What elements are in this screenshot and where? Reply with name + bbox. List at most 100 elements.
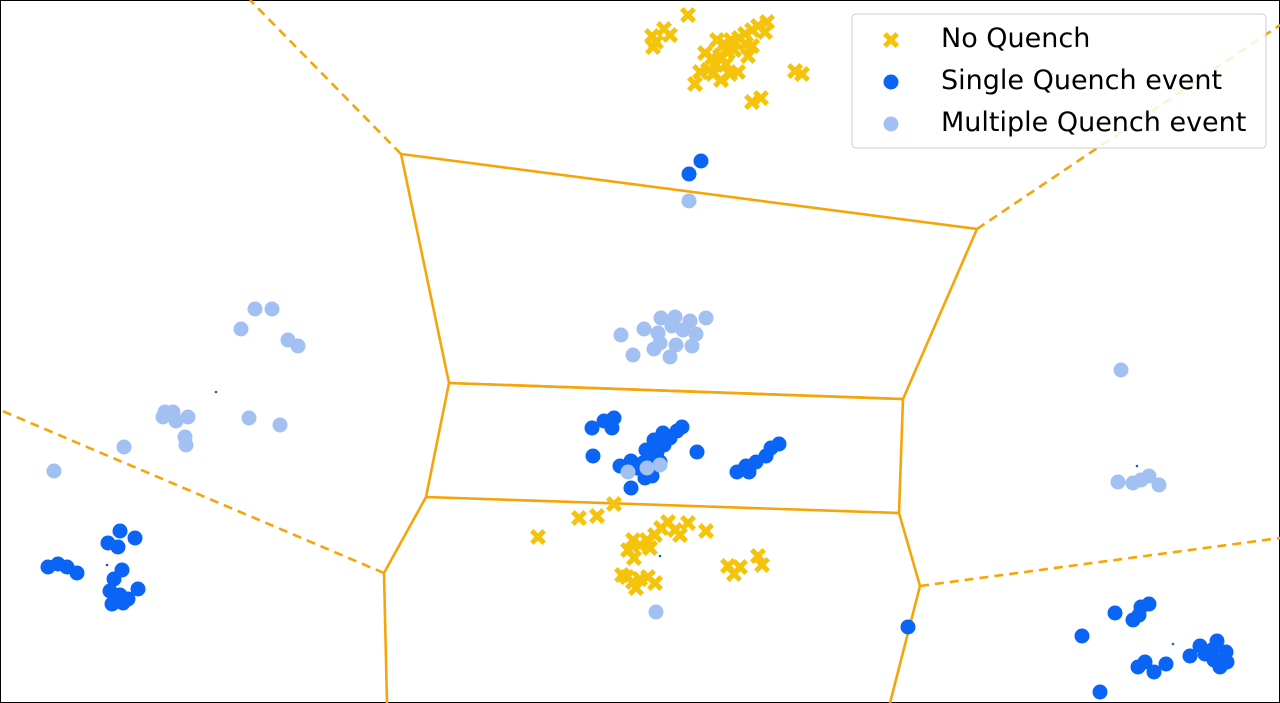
no-quench-point [606, 496, 622, 512]
no-quench-point [705, 66, 721, 82]
legend-box [851, 13, 1267, 149]
single-quench-point [1130, 659, 1146, 675]
no-quench-point [662, 27, 678, 43]
single-quench-point [127, 530, 143, 546]
single-quench-point [681, 166, 697, 182]
single-quench-point [584, 420, 600, 436]
centroid-marker [1135, 464, 1139, 468]
multiple-quench-point [1110, 474, 1126, 490]
multiple-quench-point [168, 413, 184, 429]
centroid-marker [105, 563, 109, 567]
single-quench-point [638, 442, 654, 458]
no-quench-point [680, 515, 696, 531]
legend-circle-marker [883, 74, 899, 90]
single-quench-point [1182, 648, 1198, 664]
multiple-quench-point [264, 301, 280, 317]
single-quench-point [689, 444, 705, 460]
multiple-quench-point [272, 417, 288, 433]
no-quench-point [530, 529, 546, 545]
no-quench-point [740, 48, 756, 64]
multiple-quench-point [233, 321, 249, 337]
no-quench-point [718, 56, 734, 72]
multiple-quench-point [639, 460, 655, 476]
single-quench-point [693, 153, 709, 169]
no-quench-point [571, 510, 587, 526]
no-quench-point [628, 580, 644, 596]
legend-marker-no-quench [883, 32, 899, 48]
multiple-quench-point [688, 326, 704, 342]
no-quench-point [642, 540, 658, 556]
multiple-quench-point [1113, 362, 1129, 378]
no-quench-point [744, 94, 760, 110]
legend-marker-single-quench [883, 74, 899, 90]
single-quench-point [1125, 612, 1141, 628]
single-quench-point [1212, 659, 1228, 675]
single-quench-point [1092, 684, 1108, 700]
multiple-quench-point [684, 338, 700, 354]
ray-top-left [249, 0, 402, 155]
legend: No Quench Single Quench event Multiple Q… [851, 13, 1267, 149]
multiple-quench-point [652, 457, 668, 473]
centroid-marker [214, 390, 218, 394]
legend-circle-marker [883, 116, 899, 132]
multiple-quench-point [613, 327, 629, 343]
single-quench-point [623, 480, 639, 496]
single-quench-point [900, 619, 916, 635]
no-quench-point [687, 76, 703, 92]
legend-label-no-quench: No Quench [941, 23, 1090, 54]
multiple-quench-point [46, 463, 62, 479]
no-quench-point [754, 557, 770, 573]
ray-right [919, 536, 1280, 588]
multiple-quench-point [290, 338, 306, 354]
single-quench-point [674, 419, 690, 435]
no-quench-point [726, 42, 742, 58]
single-quench-point [115, 595, 131, 611]
no-quench-point [672, 527, 688, 543]
multiple-quench-point [620, 464, 636, 480]
no-quench-point [730, 64, 746, 80]
multiple-quench-point [180, 409, 196, 425]
legend-x-marker [883, 32, 899, 48]
multiple-quench-point [662, 349, 678, 365]
multiple-quench-point [668, 337, 684, 353]
multiple-quench-point [1151, 477, 1167, 493]
no-quench-point [647, 575, 663, 591]
single-quench-point [106, 571, 122, 587]
multiple-quench-point [675, 322, 691, 338]
multiple-quench-point [698, 310, 714, 326]
multiple-quench-point [178, 437, 194, 453]
no-quench-point [648, 34, 664, 50]
legend-marker-multiple-quench [883, 116, 899, 132]
single-quench-point [112, 523, 128, 539]
multiple-quench-point [653, 310, 669, 326]
no-quench-point [738, 36, 754, 52]
single-quench-point [110, 539, 126, 555]
single-quench-point [1074, 628, 1090, 644]
single-quench-point [104, 596, 120, 612]
centroid-marker [658, 554, 662, 558]
single-quench-point [1107, 605, 1123, 621]
centroid-marker [1171, 642, 1175, 646]
no-quench-point [753, 90, 769, 106]
no-quench-point [726, 566, 742, 582]
multiple-quench-point [241, 410, 257, 426]
multiple-quench-point [116, 439, 132, 455]
legend-label-single-quench: Single Quench event [941, 65, 1222, 96]
multiple-quench-point [648, 604, 664, 620]
legend-label-multiple-quench: Multiple Quench event [941, 107, 1246, 138]
single-quench-point [771, 436, 787, 452]
no-quench-point [794, 66, 810, 82]
no-quench-point [625, 532, 641, 548]
no-quench-point [680, 7, 696, 23]
no-quench-point [698, 523, 714, 539]
no-quench-point [614, 567, 630, 583]
no-quench-point [692, 64, 708, 80]
single-quench-point [585, 448, 601, 464]
data-points [40, 7, 1235, 700]
single-quench-point [69, 565, 85, 581]
ray-left [0, 408, 385, 575]
no-quench-point [589, 508, 605, 524]
multiple-quench-point [646, 341, 662, 357]
single-quench-point [655, 425, 671, 441]
